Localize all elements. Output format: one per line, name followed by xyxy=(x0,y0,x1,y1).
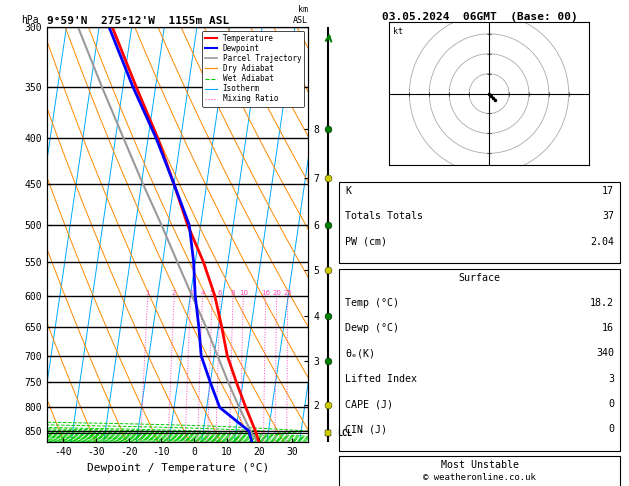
Text: kt: kt xyxy=(394,27,403,36)
Text: 8: 8 xyxy=(231,290,235,296)
Text: LCL: LCL xyxy=(337,429,352,438)
Text: Most Unstable: Most Unstable xyxy=(440,460,519,470)
Text: 1: 1 xyxy=(145,290,150,296)
Text: Totals Totals: Totals Totals xyxy=(345,211,423,222)
X-axis label: Dewpoint / Temperature (°C): Dewpoint / Temperature (°C) xyxy=(87,463,269,473)
Legend: Temperature, Dewpoint, Parcel Trajectory, Dry Adiabat, Wet Adiabat, Isotherm, Mi: Temperature, Dewpoint, Parcel Trajectory… xyxy=(202,31,304,106)
Text: θₑ(K): θₑ(K) xyxy=(345,348,375,359)
Bar xyxy=(340,456,620,486)
Text: 4: 4 xyxy=(201,290,204,296)
Text: 37: 37 xyxy=(602,211,614,222)
Text: 0: 0 xyxy=(608,399,614,409)
Text: 25: 25 xyxy=(284,290,292,296)
Text: CAPE (J): CAPE (J) xyxy=(345,399,393,409)
Text: hPa: hPa xyxy=(21,15,39,25)
Text: 2.04: 2.04 xyxy=(590,237,614,247)
Text: 18.2: 18.2 xyxy=(590,298,614,308)
Text: 9°59'N  275°12'W  1155m ASL: 9°59'N 275°12'W 1155m ASL xyxy=(47,16,230,26)
Text: 3: 3 xyxy=(188,290,192,296)
Text: km
ASL: km ASL xyxy=(293,5,308,25)
Text: 0: 0 xyxy=(608,424,614,434)
Text: CIN (J): CIN (J) xyxy=(345,424,387,434)
Text: PW (cm): PW (cm) xyxy=(345,237,387,247)
Text: 5: 5 xyxy=(210,290,214,296)
Text: Dewp (°C): Dewp (°C) xyxy=(345,323,399,333)
Bar xyxy=(340,182,620,263)
Text: 10: 10 xyxy=(239,290,248,296)
Text: Lifted Index: Lifted Index xyxy=(345,374,417,384)
Text: Temp (°C): Temp (°C) xyxy=(345,298,399,308)
Text: 16: 16 xyxy=(602,323,614,333)
Text: 16: 16 xyxy=(261,290,270,296)
Text: 6: 6 xyxy=(218,290,222,296)
Text: 2: 2 xyxy=(172,290,176,296)
Text: Surface: Surface xyxy=(459,273,501,283)
Text: 3: 3 xyxy=(608,374,614,384)
Text: 20: 20 xyxy=(272,290,281,296)
Text: K: K xyxy=(345,186,351,196)
Text: 03.05.2024  06GMT  (Base: 00): 03.05.2024 06GMT (Base: 00) xyxy=(382,12,577,22)
Text: 17: 17 xyxy=(602,186,614,196)
Bar xyxy=(340,269,620,451)
Text: 340: 340 xyxy=(596,348,614,359)
Text: © weatheronline.co.uk: © weatheronline.co.uk xyxy=(423,473,536,482)
